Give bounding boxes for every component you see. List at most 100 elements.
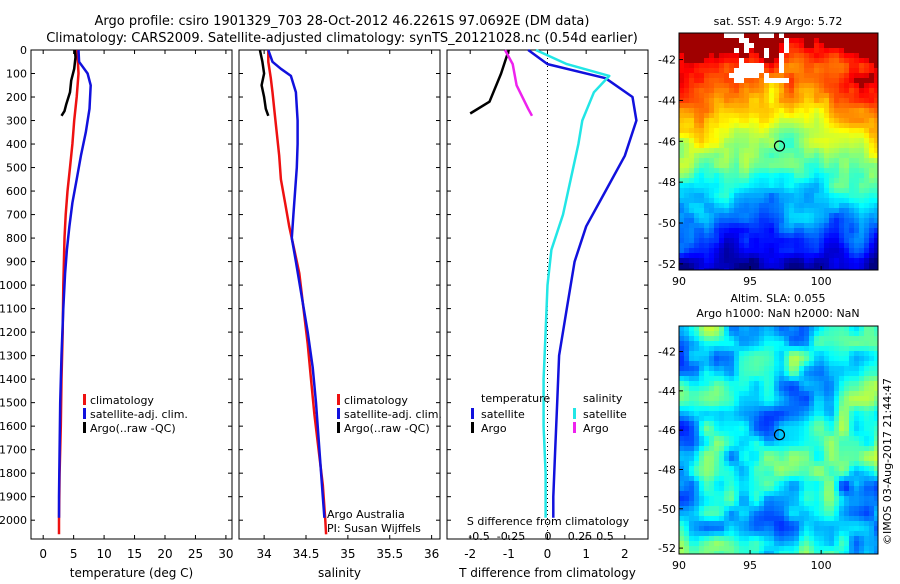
map-cell xyxy=(774,506,780,512)
map-cell xyxy=(739,148,745,154)
map-cell xyxy=(739,501,745,507)
map-cell xyxy=(844,481,850,487)
map-cell xyxy=(864,501,870,507)
map-cell xyxy=(724,248,730,254)
map-cell xyxy=(784,401,790,407)
map-cell xyxy=(804,73,810,79)
map-cell xyxy=(754,476,760,482)
map-cell xyxy=(839,123,845,129)
map-cell xyxy=(869,336,875,342)
y-tick-label: 500 xyxy=(6,162,27,175)
map-cell xyxy=(799,163,805,169)
map-cell xyxy=(754,511,760,517)
map-cell xyxy=(699,103,705,109)
map-cell xyxy=(779,446,785,452)
map-cell xyxy=(834,178,840,184)
map-cell xyxy=(734,198,740,204)
map-cell xyxy=(854,228,860,234)
map-cell xyxy=(789,541,795,547)
map-cell xyxy=(814,228,820,234)
map-cell xyxy=(824,546,830,552)
map-cell xyxy=(764,441,770,447)
map-cell xyxy=(869,78,875,84)
map-cell xyxy=(869,38,875,44)
map-cell xyxy=(679,178,685,184)
map-cell xyxy=(764,501,770,507)
map-cell xyxy=(774,178,780,184)
map-cell xyxy=(799,78,805,84)
map-cell xyxy=(759,223,765,229)
map-cell xyxy=(759,366,765,372)
map-cell xyxy=(859,143,865,149)
map-cell xyxy=(869,263,875,269)
y-tick-label: 1500 xyxy=(0,397,27,410)
map-cell xyxy=(849,83,855,89)
map-cell xyxy=(759,128,765,134)
map-cell xyxy=(679,198,685,204)
map-cell xyxy=(774,123,780,129)
map-cell xyxy=(744,371,750,377)
map-cell xyxy=(699,521,705,527)
map-cell xyxy=(859,248,865,254)
map-cell xyxy=(774,476,780,482)
map-cell xyxy=(779,108,785,114)
map-cell xyxy=(769,356,775,362)
map-cell xyxy=(869,53,875,59)
map-cell xyxy=(834,381,840,387)
map-cell xyxy=(704,391,710,397)
map-cell xyxy=(769,366,775,372)
map-cell xyxy=(839,158,845,164)
map-cell xyxy=(754,48,760,54)
map-cell xyxy=(814,461,820,467)
map-cell xyxy=(869,193,875,199)
map-cell xyxy=(834,133,840,139)
map-cell xyxy=(699,471,705,477)
map-cell xyxy=(729,446,735,452)
map-cell xyxy=(704,178,710,184)
map-cell xyxy=(839,148,845,154)
map-cell xyxy=(824,53,830,59)
map-frame xyxy=(678,32,879,271)
map-cell xyxy=(814,73,820,79)
map-cell xyxy=(794,416,800,422)
map-cell xyxy=(764,48,770,54)
map-cell xyxy=(729,113,735,119)
map-cell xyxy=(864,63,870,69)
map-cell xyxy=(724,183,730,189)
map-cell xyxy=(869,238,875,244)
map-cell xyxy=(744,471,750,477)
map-cell xyxy=(779,526,785,532)
map-cell xyxy=(699,531,705,537)
map-cell xyxy=(794,481,800,487)
map-cell xyxy=(769,268,775,270)
map-cell xyxy=(864,108,870,114)
map-cell xyxy=(794,551,800,554)
map-cell xyxy=(699,123,705,129)
map-cell xyxy=(819,268,825,270)
map-cell xyxy=(829,331,835,337)
map-cell xyxy=(859,481,865,487)
map-cell xyxy=(764,43,770,49)
map-cell xyxy=(784,416,790,422)
map-cell xyxy=(849,491,855,497)
map-cell xyxy=(679,331,685,337)
map-cell xyxy=(724,411,730,417)
map-cell xyxy=(849,38,855,44)
map-cell xyxy=(704,376,710,382)
map-cell xyxy=(684,243,690,249)
map-cell xyxy=(694,248,700,254)
map-cell xyxy=(694,356,700,362)
map-cell xyxy=(839,391,845,397)
map-cell xyxy=(844,486,850,492)
map-cell xyxy=(804,441,810,447)
map-cell xyxy=(744,381,750,387)
map-cell xyxy=(769,476,775,482)
map-cell xyxy=(709,341,715,347)
map-cell xyxy=(684,138,690,144)
map-cell xyxy=(779,133,785,139)
map-cell xyxy=(859,128,865,134)
map-cell xyxy=(794,516,800,522)
map-cell xyxy=(739,326,745,332)
map-cell xyxy=(679,183,685,189)
map-cell xyxy=(749,128,755,134)
